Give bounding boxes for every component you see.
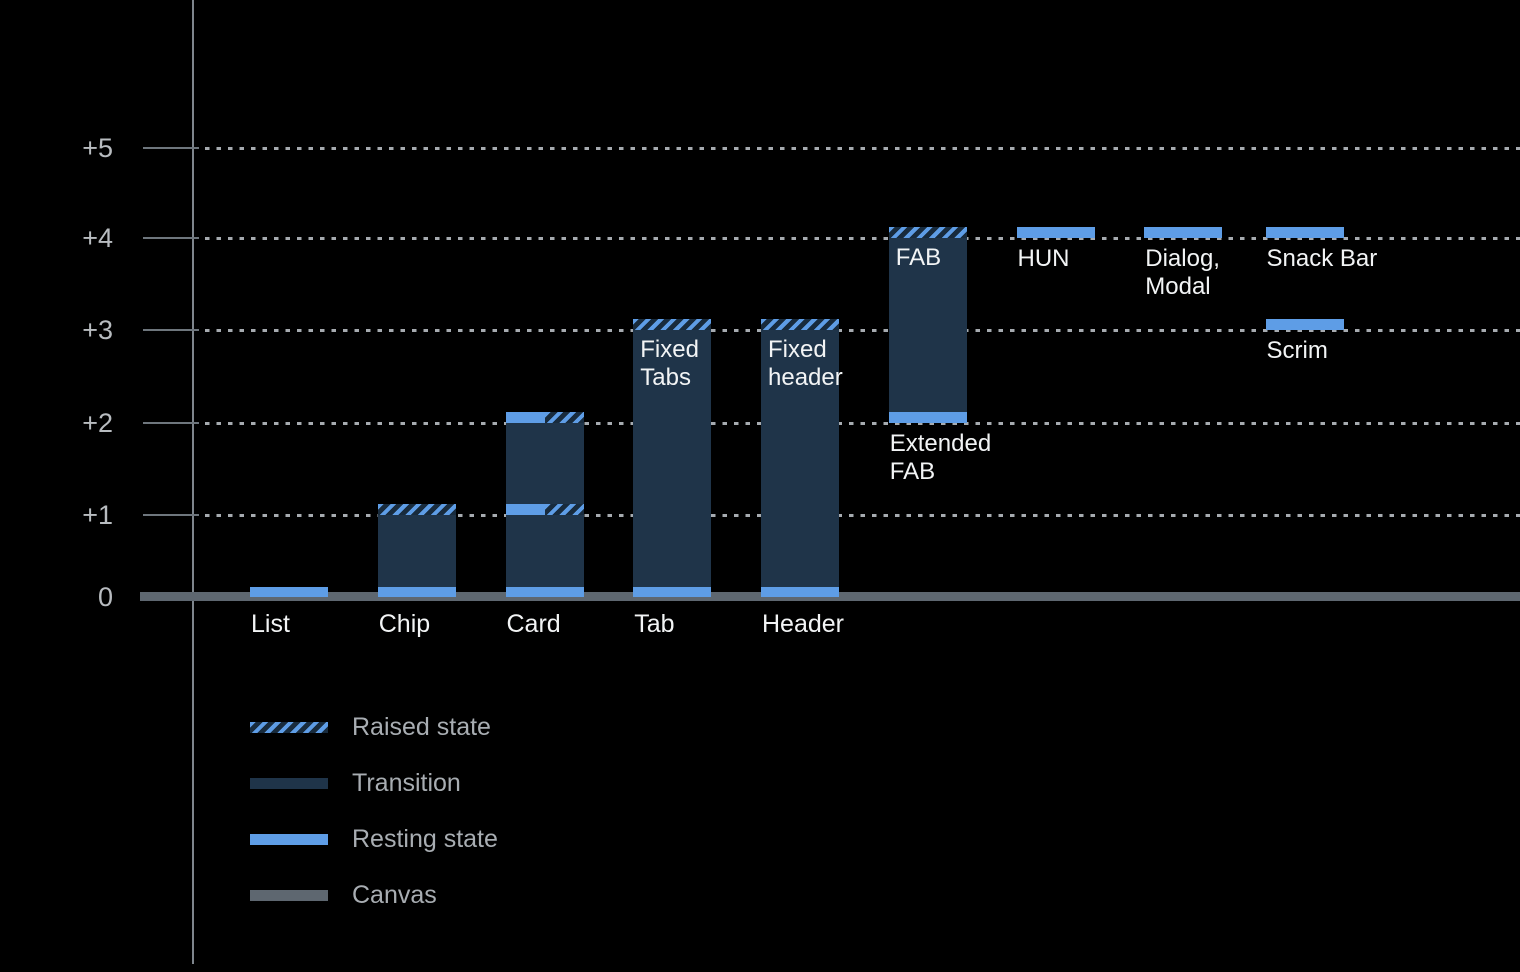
segment-resting [1016,227,1095,238]
gridline [205,237,1520,240]
y-tick [143,422,199,424]
bar-below-label-line: Dialog, [1145,245,1220,272]
legend-swatch-raised [250,722,328,733]
bar-below-label-line: HUN [1017,245,1070,272]
gridline [205,329,1520,332]
bar-inner-label: Fixed header [768,336,843,392]
bar-inner-label-line: FAB [895,244,942,271]
y-tick-label: +1 [82,500,113,530]
bar-below-label: Extended FAB [890,430,991,486]
gridline [205,514,1520,517]
bar-inner-label-line: Fixed [768,336,827,363]
segment-split-resting-half [505,411,545,423]
segment-resting [1144,227,1223,238]
y-tick-label: 0 [97,582,113,612]
bar-inner-label-line: Tabs [640,364,691,391]
bar-inner-label: Fixed Tabs [640,336,699,392]
segment-raised [761,318,839,330]
segment-split [505,503,584,515]
bar-below-label: Dialog, Modal [1145,245,1220,301]
segment-resting [888,411,967,423]
segment-transition [505,423,584,504]
bar-inner-label: FAB [896,244,941,272]
segment-split-resting-half [505,503,545,515]
bar-below-label: Snack Bar [1267,245,1378,273]
segment-resting [761,587,839,597]
y-tick-label: +5 [82,133,113,163]
legend-swatch-resting [250,834,328,845]
bar-axis-label: Header [762,610,844,638]
bar-axis-label: Tab [634,610,675,638]
bar-below-label-line: Extended [889,430,992,457]
bar-inner-label-line: Fixed [640,336,699,363]
bar-axis-label: Chip [378,610,431,638]
legend-swatch-canvas [250,890,328,901]
segment-split-raised-half [544,411,584,423]
segment-transition [761,330,839,588]
segment-split-raised-half [544,503,584,515]
segment-split [505,411,584,423]
bar-below-label-line: FAB [889,458,936,485]
segment-transition [377,515,456,588]
y-axis-line [192,0,194,964]
legend-label: Resting state [352,825,498,853]
segment-raised [888,227,967,238]
y-tick-label: +4 [82,223,113,253]
bar-below-label-line: Snack Bar [1266,245,1378,272]
segment-raised [377,503,456,515]
y-tick-label: +3 [82,315,113,345]
segment-transition [505,515,584,588]
bar-below-label-line: Scrim [1266,337,1328,364]
segment-transition [888,238,967,412]
bar-inner-label-line: header [768,364,843,391]
y-tick-label: +2 [82,408,113,438]
gridline [205,422,1520,425]
segment-resting [377,587,456,597]
bar-below-label-line: Modal [1145,273,1211,300]
segment-resting [1265,227,1344,238]
bar-below-label: HUN [1018,245,1070,273]
gridline [205,147,1520,150]
legend-swatch-transition [250,778,328,789]
legend-label: Raised state [352,713,491,741]
segment-resting [633,587,712,597]
segment-raised [633,318,712,330]
segment-resting [250,587,328,597]
y-tick [143,329,199,331]
bar-axis-label: Card [506,610,561,638]
y-tick [143,514,199,516]
legend-label: Canvas [352,881,437,909]
segment-resting [1265,318,1344,330]
segment-transition [633,330,712,588]
bar-axis-label: List [251,610,290,638]
bar-below-label: Scrim [1267,337,1328,365]
legend-label: Transition [352,769,461,797]
segment-resting [505,587,584,597]
y-tick [143,237,199,239]
y-tick [143,147,199,149]
